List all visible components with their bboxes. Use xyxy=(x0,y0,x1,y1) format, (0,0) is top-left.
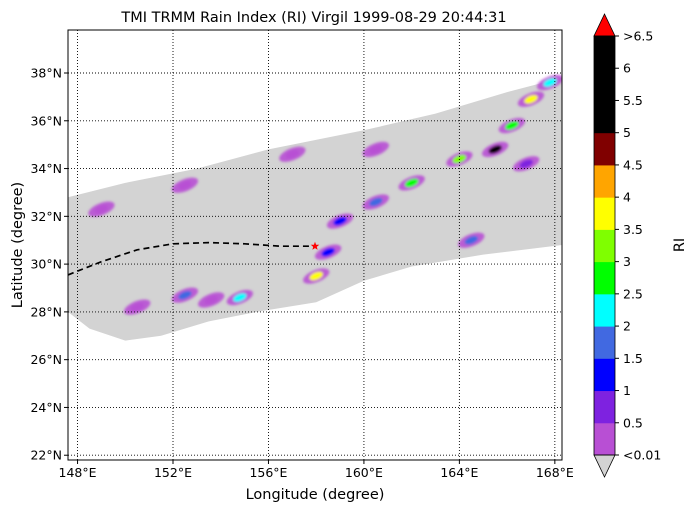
storm-track xyxy=(68,241,314,276)
rain-cell xyxy=(130,302,144,312)
rain-cell xyxy=(309,271,323,281)
colorbar-segment xyxy=(594,197,615,230)
y-tick-label: 34°N xyxy=(30,161,62,176)
y-tick-label: 36°N xyxy=(30,113,62,128)
rain-cell xyxy=(505,121,519,130)
y-tick-label: 24°N xyxy=(30,400,62,415)
plot-frame xyxy=(67,29,563,461)
rain-cell xyxy=(519,159,533,168)
colorbar-segment xyxy=(594,390,615,424)
colorbar-segment xyxy=(594,261,615,295)
colorbar-tick-label: 4.5 xyxy=(623,157,643,172)
rain-cell xyxy=(285,150,299,159)
colorbar-tick-label: 2 xyxy=(623,319,631,334)
colorbar-tick-label: 1.5 xyxy=(623,351,643,366)
x-tick-label: 160°E xyxy=(345,465,383,480)
x-tick-label: 152°E xyxy=(154,465,192,480)
rain-cell xyxy=(321,247,335,257)
rain-cell xyxy=(369,145,383,154)
colorbar-over-arrow xyxy=(593,13,616,37)
rain-cell xyxy=(488,145,502,154)
rain-cell xyxy=(204,295,218,305)
colorbar-segment xyxy=(594,293,615,327)
colorbar: >6.5 6 5.5 5 4.5 4 3.5 3 2.5 2 1.5 1 0.5 <0.01 xyxy=(593,13,661,478)
y-tick-label: 26°N xyxy=(30,352,62,367)
y-tick-label: 28°N xyxy=(30,304,62,319)
colorbar-frame xyxy=(593,35,616,456)
y-tick-label: 30°N xyxy=(30,257,62,272)
colorbar-tick-label: 1 xyxy=(623,383,631,398)
colorbar-segment xyxy=(594,36,615,69)
plot-area xyxy=(68,30,562,460)
colorbar-tick-label: 6 xyxy=(623,61,631,76)
rain-cell xyxy=(333,216,347,226)
y-tick-label: 22°N xyxy=(30,448,62,463)
colorbar-segment xyxy=(594,422,615,456)
storm-position-marker xyxy=(310,241,320,250)
rain-cell xyxy=(405,178,419,188)
rain-cell xyxy=(543,78,557,87)
x-tick-label: 148°E xyxy=(59,465,97,480)
colorbar-tick-label: 4 xyxy=(623,190,631,205)
colorbar-label: RI xyxy=(672,238,688,252)
colorbar-segment xyxy=(594,164,615,198)
rain-cell xyxy=(524,95,538,104)
colorbar-segment xyxy=(594,132,615,166)
colorbar-tick-label: <0.01 xyxy=(623,448,661,463)
y-axis-label: Latitude (degree) xyxy=(10,182,26,308)
rain-cell xyxy=(178,290,192,300)
colorbar-segment xyxy=(594,100,615,134)
colorbar-tick-label: >6.5 xyxy=(623,29,653,44)
colorbar-tick-label: 2.5 xyxy=(623,286,643,301)
colorbar-tick-label: 0.5 xyxy=(623,415,643,430)
colorbar-segment xyxy=(594,68,615,101)
y-tick-label: 38°N xyxy=(30,66,62,81)
x-tick-label: 164°E xyxy=(440,465,478,480)
rain-cell xyxy=(178,181,192,190)
colorbar-segment xyxy=(594,358,615,392)
rain-cell xyxy=(233,293,247,302)
rain-cell xyxy=(369,197,383,207)
x-axis-label: Longitude (degree) xyxy=(246,487,385,503)
rain-cell xyxy=(464,236,478,245)
colorbar-segment xyxy=(594,326,615,359)
colorbar-tick-label: 5 xyxy=(623,125,631,140)
swath-footprint xyxy=(68,77,562,341)
colorbar-under-arrow xyxy=(593,454,616,478)
colorbar-segment xyxy=(594,229,615,263)
rain-cell xyxy=(94,204,109,214)
y-tick-label: 32°N xyxy=(30,209,62,224)
colorbar-tick-label: 5.5 xyxy=(623,93,643,108)
chart-title: TMI TRMM Rain Index (RI) Virgil 1999-08-… xyxy=(120,10,506,26)
x-tick-label: 156°E xyxy=(249,465,287,480)
colorbar-tick-label: 3 xyxy=(623,254,631,269)
x-tick-label: 168°E xyxy=(536,465,574,480)
colorbar-tick-label: 3.5 xyxy=(623,222,643,237)
